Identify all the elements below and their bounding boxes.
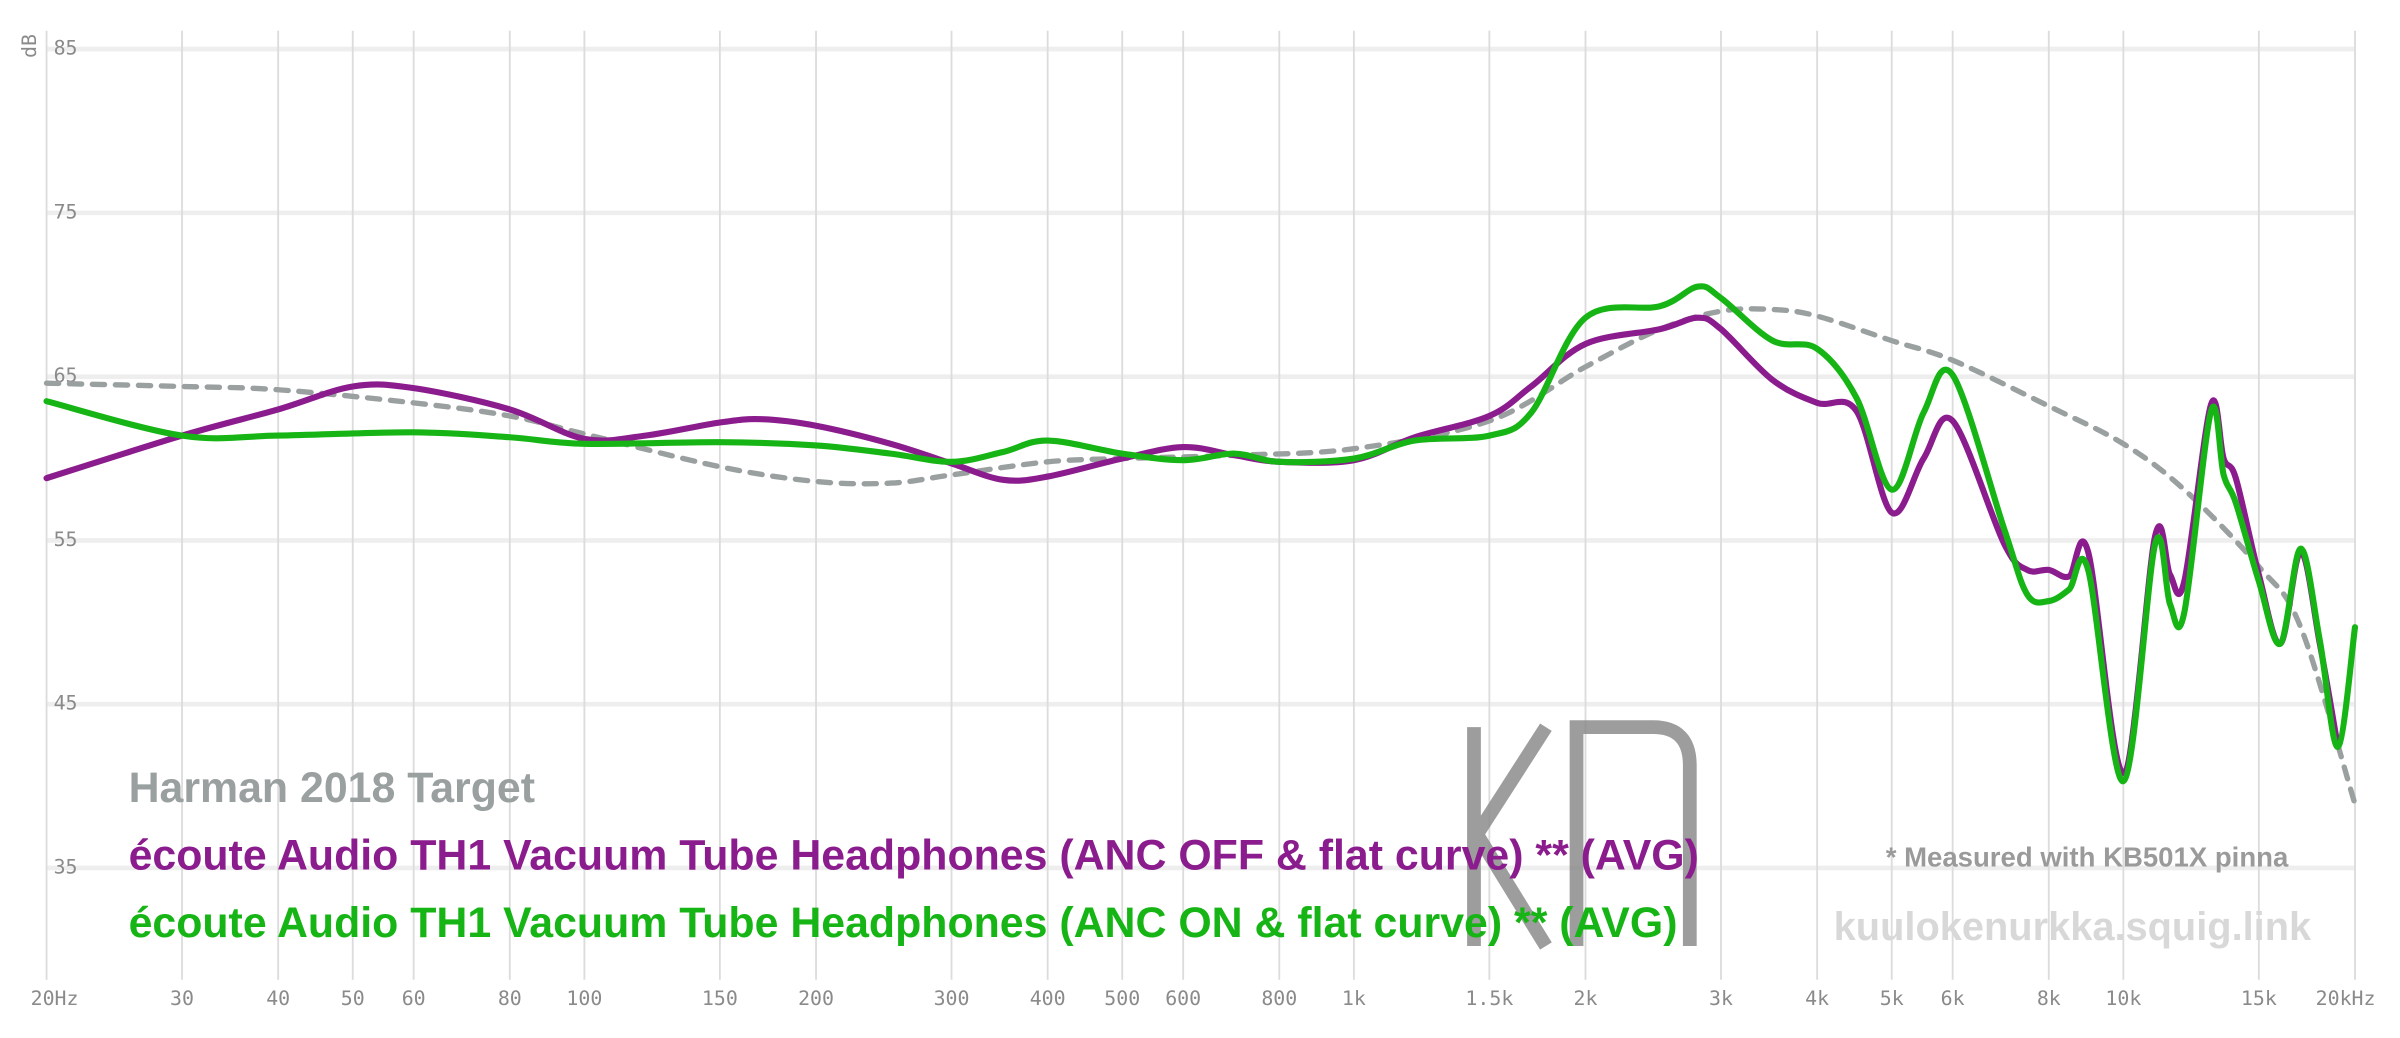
x-tick-label: 600 — [1165, 987, 1201, 1010]
logo-k — [1467, 723, 1552, 950]
x-tick-label: 5k — [1880, 987, 1904, 1010]
x-tick-label: 30 — [170, 987, 194, 1010]
annotation: * Measured with KB501X pinna — [1886, 841, 2289, 872]
x-tick-label: 50 — [341, 987, 365, 1010]
x-tick-label: 60 — [402, 987, 426, 1010]
y-tick-label: 35 — [54, 855, 78, 878]
lines — [43, 283, 2359, 807]
x-tick-label: 80 — [498, 987, 522, 1010]
x-tick-label: 400 — [1030, 987, 1066, 1010]
x-tick-label: 4k — [1805, 987, 1829, 1010]
x-tick-label: 2k — [1574, 987, 1598, 1010]
series-line — [43, 306, 2358, 807]
x-tick-label: 800 — [1261, 987, 1297, 1010]
x-tick-label: 3k — [1709, 987, 1733, 1010]
legend: Harman 2018 Target écoute Audio TH1 Vacuu… — [129, 764, 1699, 947]
y-axis-label: dB — [18, 34, 41, 58]
x-tick-label: 200 — [798, 987, 834, 1010]
logo — [1467, 720, 1697, 950]
x-tick-label: 500 — [1104, 987, 1140, 1010]
y-tick-label: 75 — [54, 200, 78, 223]
legend-entry: Harman 2018 Target — [129, 764, 535, 812]
legend-entry: écoute Audio TH1 Vacuum Tube Headphones … — [129, 832, 1699, 880]
x-tick-label: 100 — [566, 987, 602, 1010]
x-tick-label: 20Hz — [31, 987, 79, 1010]
series-line — [43, 283, 2359, 785]
y-tick-label: 45 — [54, 692, 78, 715]
x-tick-label: 150 — [702, 987, 738, 1010]
x-tick-label: 20kHz — [2316, 987, 2376, 1010]
x-tick-label: 1k — [1342, 987, 1366, 1010]
watermark: kuulokenurkka.squig.link — [1834, 905, 2312, 949]
x-tick-label: 40 — [266, 987, 290, 1010]
x-tick-label: 6k — [1941, 987, 1965, 1010]
x-tick-label: 300 — [934, 987, 970, 1010]
legend-entry: écoute Audio TH1 Vacuum Tube Headphones … — [129, 899, 1678, 947]
x-tick-label: 10k — [2105, 987, 2141, 1010]
y-tick-label: 85 — [54, 37, 78, 60]
x-tick-label: 8k — [2037, 987, 2061, 1010]
x-tick-label: 15k — [2241, 987, 2277, 1010]
y-tick-label: 55 — [54, 528, 78, 551]
logo-n — [1569, 720, 1697, 947]
x-tick-label: 1.5k — [1465, 987, 1513, 1010]
